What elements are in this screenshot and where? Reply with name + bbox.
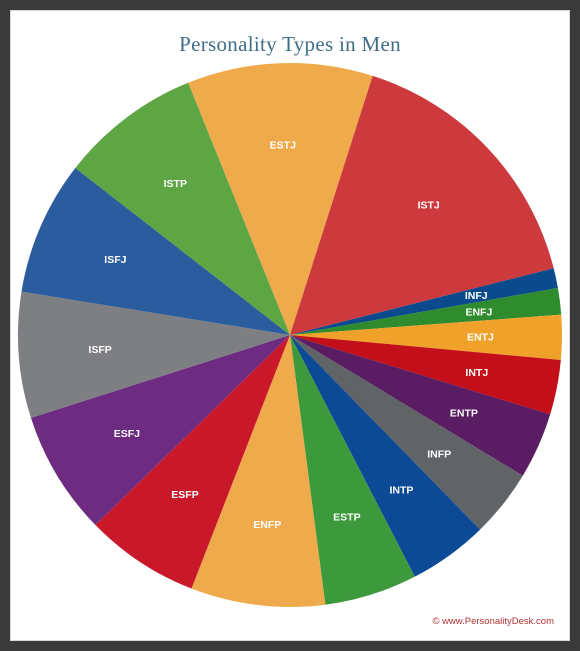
chart-title: Personality Types in Men [179, 32, 401, 56]
pie-slice-intp [290, 335, 481, 577]
slice-label-esfj: ESFJ [114, 428, 140, 440]
pie-slice-istp [75, 82, 290, 335]
slice-label-istp: ISTP [164, 178, 187, 190]
pie-slices [17, 62, 562, 607]
pie-chart: ESTJ ISTJ INFJ ENFJ ENTJ INTJ ENTP INFP INTP ESTP… [17, 62, 562, 607]
slice-label-intp: INTP [389, 484, 413, 496]
pie-slice-esfp [95, 335, 290, 589]
pie-slice-entp [290, 335, 551, 476]
pie-slice-enfj [290, 287, 562, 335]
pie-slice-isfj [21, 167, 290, 335]
pie-slice-estp [290, 335, 415, 605]
chart-frame: Personality Types in Men ESTJ ISTJ INFJ ENF… [10, 10, 570, 641]
slice-label-entj: ENTJ [467, 332, 494, 344]
slice-label-estp: ESTP [333, 512, 360, 524]
slice-label-enfp: ENFP [253, 519, 281, 531]
pie-slice-esfj [30, 335, 290, 526]
pie-slice-infj [290, 268, 558, 335]
credit-text: © www.PersonalityDesk.com [432, 616, 554, 627]
pie-slice-entj [290, 314, 562, 361]
slice-label-isfp: ISFP [88, 344, 111, 356]
slice-label-estj: ESTJ [270, 140, 296, 152]
slice-label-infj: INFJ [465, 290, 488, 302]
pie-labels: ESTJ ISTJ INFJ ENFJ ENTJ INTJ ENTP INFP INTP ESTP… [88, 140, 494, 531]
pie-slice-enfp [191, 335, 326, 607]
slice-label-intj: INTJ [465, 367, 488, 379]
pie-slice-infp [290, 335, 523, 530]
slice-label-enfj: ENFJ [465, 306, 492, 318]
pie-slice-estj [188, 62, 373, 335]
pie-slice-istj [290, 75, 554, 335]
slice-label-esfp: ESFP [171, 489, 198, 501]
pie-slice-isfp [17, 291, 290, 418]
slice-label-isfj: ISFJ [104, 254, 126, 266]
slice-label-infp: INFP [427, 448, 451, 460]
slice-label-istj: ISTJ [418, 200, 440, 212]
slice-label-entp: ENTP [450, 408, 478, 420]
pie-slice-intj [290, 335, 561, 415]
